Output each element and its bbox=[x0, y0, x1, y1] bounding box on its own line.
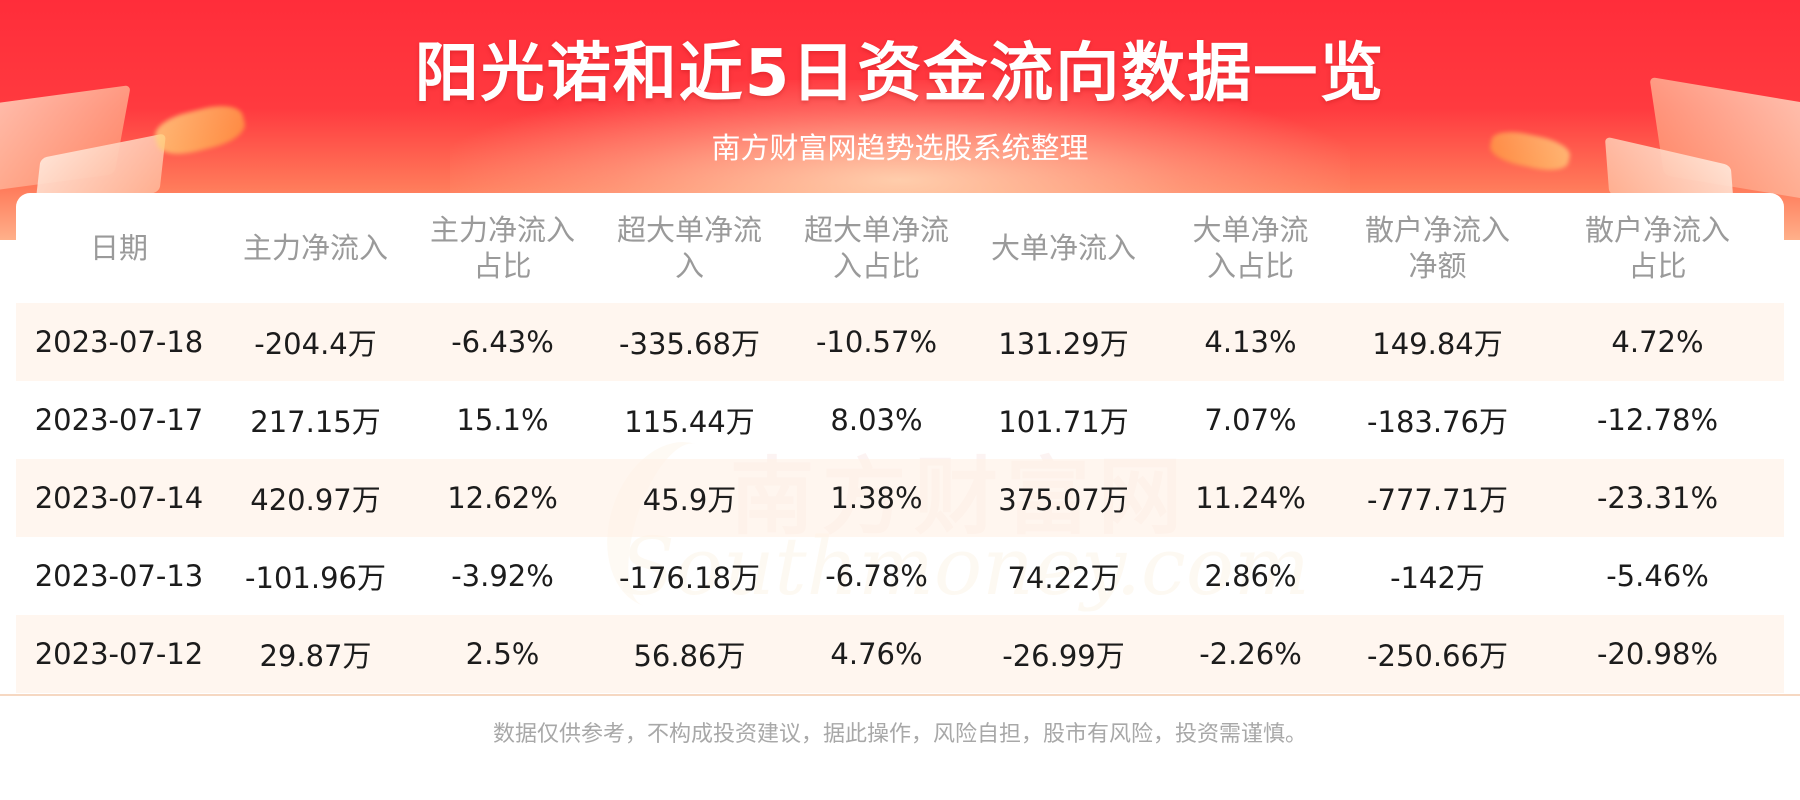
value-cell: 2.86% bbox=[1157, 537, 1344, 615]
date-cell: 2023-07-17 bbox=[16, 381, 222, 459]
table-row: 2023-07-12 29.87万 2.5% 56.86万 4.76% -26.99万 -2… bbox=[16, 615, 1784, 693]
page-title: 阳光诺和近5日资金流向数据一览 bbox=[414, 37, 1386, 111]
date-cell: 2023-07-13 bbox=[16, 537, 222, 615]
value-cell: 2.5% bbox=[409, 615, 596, 693]
value-cell: -26.99万 bbox=[970, 615, 1157, 693]
value-cell: 15.1% bbox=[409, 381, 596, 459]
value-cell: -10.57% bbox=[783, 303, 970, 381]
value-cell: 74.22万 bbox=[970, 537, 1157, 615]
table-bottom-border bbox=[0, 694, 1800, 696]
value-cell: 4.76% bbox=[783, 615, 970, 693]
value-cell: -176.18万 bbox=[596, 537, 783, 615]
value-cell: -204.4万 bbox=[222, 303, 409, 381]
value-cell: -5.46% bbox=[1531, 537, 1784, 615]
value-cell: 149.84万 bbox=[1344, 303, 1531, 381]
value-cell: 420.97万 bbox=[222, 459, 409, 537]
value-cell: 29.87万 bbox=[222, 615, 409, 693]
value-cell: -20.98% bbox=[1531, 615, 1784, 693]
value-cell: 1.38% bbox=[783, 459, 970, 537]
value-cell: -6.43% bbox=[409, 303, 596, 381]
value-cell: 7.07% bbox=[1157, 381, 1344, 459]
value-cell: 4.72% bbox=[1531, 303, 1784, 381]
column-header: 散户净流入 占比 bbox=[1584, 213, 1730, 283]
page-subtitle: 南方财富网趋势选股系统整理 bbox=[711, 131, 1089, 165]
table-header-row: 日期 主力净流入 主力净流入 占比 超大单净流入超大单净流 入占比 大单净流入 大单净流 入占比… bbox=[16, 193, 1784, 303]
date-cell: 2023-07-12 bbox=[16, 615, 222, 693]
value-cell: -6.78% bbox=[783, 537, 970, 615]
table-row: 2023-07-13 -101.96万 -3.92% -176.18万 -6.78% 74… bbox=[16, 537, 1784, 615]
value-cell: -12.78% bbox=[1531, 381, 1784, 459]
column-header: 大单净流 入占比 bbox=[1192, 213, 1309, 283]
column-header: 超大单净流入 bbox=[616, 213, 762, 283]
value-cell: -250.66万 bbox=[1344, 615, 1531, 693]
value-cell: -777.71万 bbox=[1344, 459, 1531, 537]
value-cell: -2.26% bbox=[1157, 615, 1344, 693]
value-cell: 11.24% bbox=[1157, 459, 1344, 537]
value-cell: 12.62% bbox=[409, 459, 596, 537]
table-row: 2023-07-17 217.15万 15.1% 115.44万 8.03% 101.71… bbox=[16, 381, 1784, 459]
table-body: 2023-07-18 -204.4万 -6.43% -335.68万 -10.57% 13… bbox=[16, 303, 1784, 693]
value-cell: 8.03% bbox=[783, 381, 970, 459]
value-cell: -101.96万 bbox=[222, 537, 409, 615]
date-cell: 2023-07-14 bbox=[16, 459, 222, 537]
value-cell: -3.92% bbox=[409, 537, 596, 615]
table-row: 2023-07-14 420.97万 12.62% 45.9万 1.38% 375.07万… bbox=[16, 459, 1784, 537]
value-cell: 217.15万 bbox=[222, 381, 409, 459]
value-cell: -142万 bbox=[1344, 537, 1531, 615]
date-cell: 2023-07-18 bbox=[16, 303, 222, 381]
fund-flow-table: 日期 主力净流入 主力净流入 占比 超大单净流入超大单净流 入占比 大单净流入 大单净流 入占比… bbox=[16, 193, 1784, 693]
table-row: 2023-07-18 -204.4万 -6.43% -335.68万 -10.57% 13… bbox=[16, 303, 1784, 381]
column-header: 主力净流入 占比 bbox=[429, 213, 575, 283]
value-cell: 45.9万 bbox=[596, 459, 783, 537]
value-cell: 131.29万 bbox=[970, 303, 1157, 381]
value-cell: -183.76万 bbox=[1344, 381, 1531, 459]
column-header: 主力净流入 bbox=[242, 231, 388, 265]
value-cell: 4.13% bbox=[1157, 303, 1344, 381]
column-header: 超大单净流 入占比 bbox=[803, 213, 949, 283]
value-cell: -23.31% bbox=[1531, 459, 1784, 537]
column-header: 日期 bbox=[89, 231, 148, 265]
value-cell: 101.71万 bbox=[970, 381, 1157, 459]
value-cell: 56.86万 bbox=[596, 615, 783, 693]
column-header: 散户净流入 净额 bbox=[1364, 213, 1510, 283]
value-cell: 115.44万 bbox=[596, 381, 783, 459]
disclaimer: 数据仅供参考，不构成投资建议，据此操作，风险自担，股市有风险，投资需谨慎。 bbox=[492, 722, 1307, 747]
value-cell: -335.68万 bbox=[596, 303, 783, 381]
value-cell: 375.07万 bbox=[970, 459, 1157, 537]
column-header: 大单净流入 bbox=[990, 231, 1136, 265]
